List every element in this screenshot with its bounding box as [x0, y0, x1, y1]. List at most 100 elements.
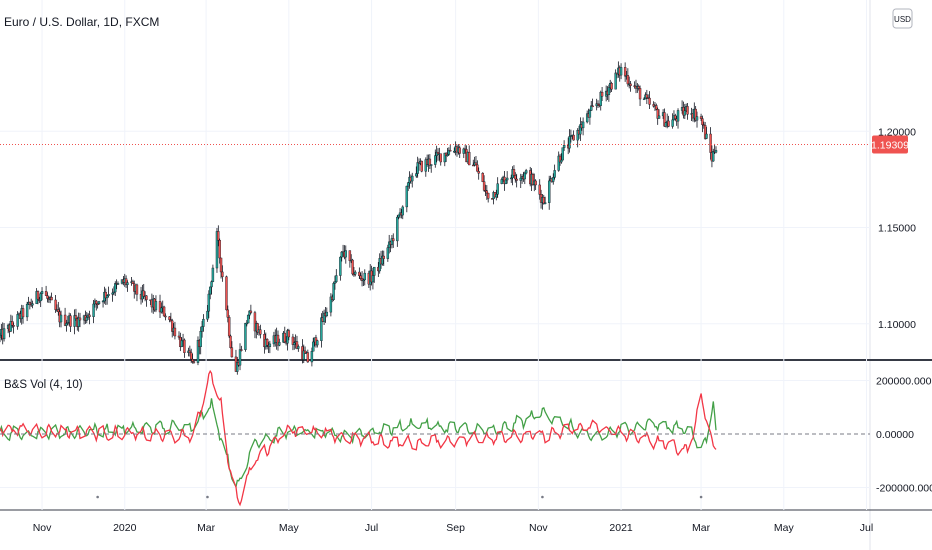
- candle-body: [333, 281, 337, 284]
- candle-body: [59, 314, 63, 323]
- candle-body: [538, 184, 541, 195]
- candle-body: [481, 172, 484, 182]
- candle-body: [373, 266, 376, 276]
- candle-body: [168, 316, 171, 320]
- candle-body: [207, 293, 211, 312]
- candle-body: [709, 133, 712, 153]
- x-tick-label: Jul: [860, 522, 873, 534]
- candle-body: [227, 317, 231, 337]
- candle-body: [40, 291, 44, 294]
- candle-body: [287, 330, 291, 338]
- candle-body: [512, 169, 516, 176]
- indicator-title[interactable]: B&S Vol (4, 10): [4, 379, 83, 391]
- candle-body: [46, 295, 49, 299]
- candle-body: [683, 110, 687, 116]
- currency-button[interactable]: [892, 8, 913, 29]
- candle-body: [434, 155, 437, 165]
- candle-body: [396, 216, 399, 242]
- candle-body: [11, 321, 14, 326]
- candle-body: [430, 164, 433, 166]
- event-marker[interactable]: [96, 495, 99, 499]
- candle-body: [116, 283, 120, 285]
- x-tick-label: 2021: [609, 522, 633, 534]
- candle-body: [588, 110, 592, 118]
- candle-body: [686, 106, 689, 115]
- candle-body: [200, 326, 204, 332]
- osc-tick-label: -200000.00000: [876, 483, 932, 495]
- candle-body: [183, 339, 186, 353]
- candle-body: [92, 303, 95, 317]
- sell-volume-line: [0, 369, 717, 507]
- price-tick-label: 1.15000: [878, 223, 916, 235]
- candle-body: [107, 294, 110, 296]
- candle-body: [663, 112, 666, 127]
- candle-body: [215, 231, 219, 269]
- candle-body: [126, 282, 129, 285]
- candle-body: [519, 177, 522, 181]
- candle-body: [590, 105, 593, 111]
- candlestick-series: [0, 61, 718, 375]
- candle-body: [31, 303, 34, 306]
- candle-body: [701, 118, 704, 125]
- candle-body: [629, 83, 632, 86]
- candle-body: [21, 308, 25, 318]
- candle-body: [0, 334, 2, 338]
- candle-body: [188, 350, 192, 354]
- candle-body: [293, 342, 296, 345]
- candle-body: [351, 259, 354, 275]
- grid: [0, 0, 870, 510]
- candle-body: [28, 302, 32, 305]
- candle-body: [88, 314, 91, 317]
- candle-body: [135, 284, 139, 295]
- candle-body: [230, 347, 234, 358]
- candle-body: [486, 192, 490, 199]
- symbol-title[interactable]: Euro / U.S. Dollar, 1D, FXCM: [4, 15, 159, 29]
- currency-button-label: USD: [894, 15, 911, 24]
- candle-body: [190, 352, 193, 360]
- candle-body: [221, 271, 224, 277]
- candle-body: [568, 136, 571, 149]
- candle-body: [329, 296, 333, 313]
- candle-body: [191, 358, 194, 362]
- x-tick-label: Nov: [33, 522, 52, 534]
- osc-tick-label: 200000.00000: [876, 376, 932, 388]
- candle-body: [401, 206, 404, 216]
- candle-body: [553, 170, 556, 178]
- event-marker[interactable]: [206, 495, 209, 499]
- candle-body: [561, 147, 564, 161]
- candle-body: [645, 94, 649, 98]
- event-marker[interactable]: [699, 495, 703, 499]
- candle-body: [312, 341, 315, 352]
- candle-body: [607, 87, 611, 96]
- x-tick-label: Mar: [197, 522, 216, 534]
- candle-body: [259, 329, 262, 335]
- candle-body: [95, 300, 98, 304]
- candle-body: [534, 180, 537, 186]
- candle-body: [562, 144, 566, 148]
- axis-tick-labels: Nov 2020 Mar May Jul Sep Nov 2021 Mar May Jul 1.100…: [33, 126, 932, 534]
- candle-body: [359, 275, 362, 279]
- candle-body: [524, 170, 528, 174]
- x-tick-label: Sep: [446, 522, 465, 534]
- event-marker[interactable]: [541, 495, 544, 499]
- candle-body: [310, 350, 314, 363]
- candle-body: [249, 310, 253, 313]
- candle-body: [192, 361, 196, 363]
- candle-body: [210, 281, 213, 288]
- candle-body: [712, 151, 715, 162]
- candle-body: [36, 291, 40, 300]
- candle-body: [238, 349, 242, 366]
- x-tick-label: Jul: [365, 522, 378, 534]
- candle-body: [335, 275, 338, 282]
- candle-body: [446, 154, 449, 157]
- candle-body: [354, 271, 357, 275]
- candle-body: [217, 231, 220, 241]
- candle-body: [226, 309, 230, 318]
- candle-body: [714, 150, 718, 153]
- candle-body: [476, 164, 479, 172]
- candle-body: [206, 310, 209, 320]
- candle-body: [477, 171, 480, 174]
- x-tick-label: Mar: [692, 522, 711, 534]
